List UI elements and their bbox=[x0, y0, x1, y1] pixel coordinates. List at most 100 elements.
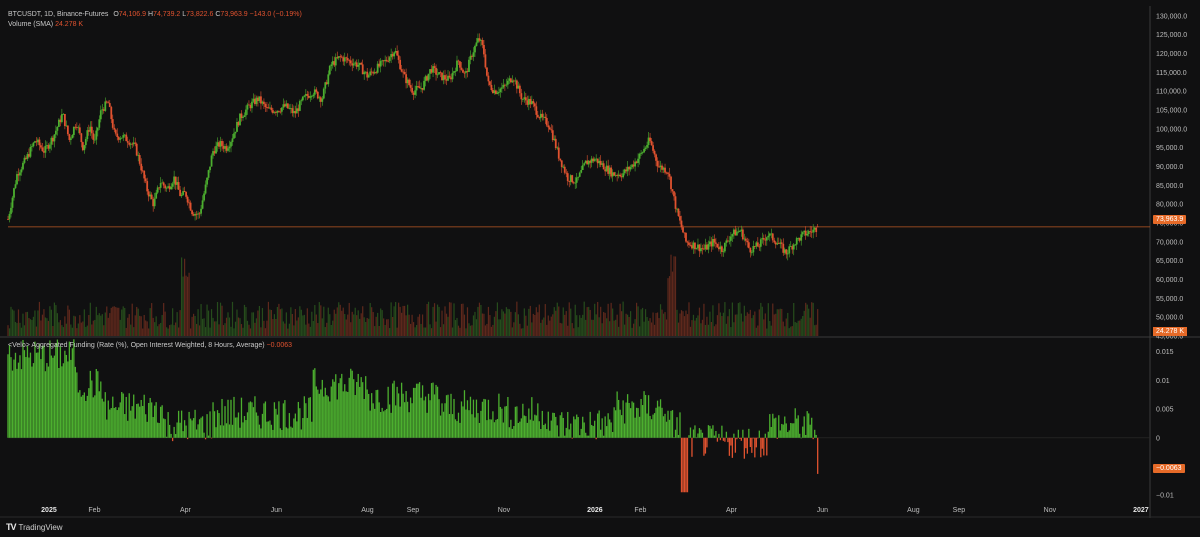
candle-body bbox=[339, 56, 342, 58]
volume-bar bbox=[101, 314, 103, 336]
volume-bar bbox=[390, 302, 392, 336]
funding-bar bbox=[28, 357, 30, 438]
funding-bar bbox=[107, 400, 109, 438]
volume-bar bbox=[742, 321, 744, 336]
funding-bar bbox=[180, 410, 183, 438]
volume-bar bbox=[380, 308, 382, 336]
volume-bar bbox=[270, 310, 273, 336]
candle-body bbox=[544, 116, 547, 119]
volume-bar bbox=[456, 317, 458, 336]
funding-bar bbox=[73, 339, 75, 438]
volume-bar bbox=[710, 321, 713, 336]
funding-bar bbox=[362, 382, 364, 438]
volume-bar bbox=[119, 319, 121, 336]
candle-body bbox=[706, 244, 708, 250]
candle-body bbox=[234, 131, 237, 134]
candle-body bbox=[390, 54, 393, 58]
volume-bar bbox=[694, 320, 696, 336]
funding-bar bbox=[656, 400, 659, 438]
volume-bar bbox=[653, 324, 656, 336]
funding-bar bbox=[239, 427, 241, 438]
funding-bar bbox=[559, 415, 561, 438]
volume-bar bbox=[273, 314, 276, 336]
volume-bar bbox=[49, 306, 51, 336]
candle-body bbox=[270, 107, 273, 111]
candle-body bbox=[412, 92, 415, 95]
funding-bar bbox=[165, 436, 168, 438]
volume-bar bbox=[641, 307, 644, 336]
volume-bar bbox=[44, 317, 47, 336]
volume-bar bbox=[73, 315, 75, 336]
volume-bar bbox=[423, 327, 425, 336]
volume-bar bbox=[731, 302, 733, 336]
volume-bar bbox=[357, 310, 359, 336]
volume-bar bbox=[100, 315, 102, 336]
funding-bar bbox=[240, 397, 243, 438]
volume-bar bbox=[186, 276, 189, 336]
candle-body bbox=[563, 166, 566, 173]
time-tick-label: Apr bbox=[180, 507, 192, 514]
candle-body bbox=[75, 126, 78, 128]
candle-body bbox=[749, 247, 752, 253]
funding-bar bbox=[118, 407, 120, 438]
volume-bar bbox=[808, 308, 810, 336]
candle-body bbox=[81, 142, 84, 151]
funding-bar bbox=[64, 350, 66, 438]
candle-body bbox=[257, 97, 259, 101]
funding-bar bbox=[396, 386, 398, 438]
candle-body bbox=[104, 101, 107, 111]
candle-body bbox=[131, 143, 134, 145]
volume-bar bbox=[745, 315, 747, 336]
volume-bar bbox=[261, 308, 264, 336]
funding-bar bbox=[100, 381, 102, 438]
funding-bar bbox=[381, 407, 383, 438]
funding-bar bbox=[77, 392, 79, 438]
volume-bar bbox=[619, 303, 621, 336]
candle-body bbox=[625, 169, 628, 172]
volume-bar bbox=[779, 308, 781, 336]
candle-body bbox=[694, 242, 696, 250]
funding-bar bbox=[130, 410, 132, 438]
funding-bar bbox=[394, 405, 397, 438]
volume-bar bbox=[306, 308, 308, 336]
funding-bar bbox=[748, 428, 750, 438]
volume-bar bbox=[396, 327, 398, 336]
volume-bar bbox=[462, 303, 464, 336]
candle-body bbox=[670, 176, 672, 190]
candle-body bbox=[682, 227, 684, 233]
funding-bar bbox=[712, 425, 714, 438]
candle-body bbox=[209, 166, 211, 171]
candle-body bbox=[179, 189, 182, 197]
candle-body bbox=[478, 38, 481, 41]
candle-body bbox=[786, 253, 789, 255]
candle-body bbox=[230, 142, 232, 147]
volume-bar bbox=[770, 325, 772, 336]
candle-body bbox=[676, 208, 678, 210]
candle-body bbox=[113, 127, 116, 130]
candle-body bbox=[50, 137, 53, 145]
funding-bar bbox=[314, 368, 316, 438]
funding-bar bbox=[303, 396, 305, 438]
volume-bar bbox=[438, 306, 440, 336]
candle-body bbox=[122, 135, 125, 138]
funding-bar bbox=[441, 403, 443, 438]
funding-bar bbox=[492, 411, 494, 438]
funding-bar bbox=[764, 433, 766, 438]
volume-bar bbox=[210, 309, 213, 336]
candle-body bbox=[533, 103, 536, 107]
funding-bar bbox=[133, 394, 135, 438]
funding-bar bbox=[212, 402, 214, 438]
volume-bar bbox=[522, 328, 524, 336]
volume-bar bbox=[315, 314, 317, 336]
tradingview-logo[interactable]: TV TradingView bbox=[6, 522, 63, 532]
volume-bar bbox=[562, 307, 564, 336]
funding-bar bbox=[574, 419, 576, 438]
funding-bar bbox=[134, 418, 136, 438]
funding-bar bbox=[451, 414, 454, 438]
volume-bar bbox=[640, 309, 642, 336]
volume-bar bbox=[200, 304, 202, 336]
volume-bar bbox=[716, 315, 719, 336]
funding-bar bbox=[465, 409, 467, 438]
candle-body bbox=[791, 246, 794, 250]
